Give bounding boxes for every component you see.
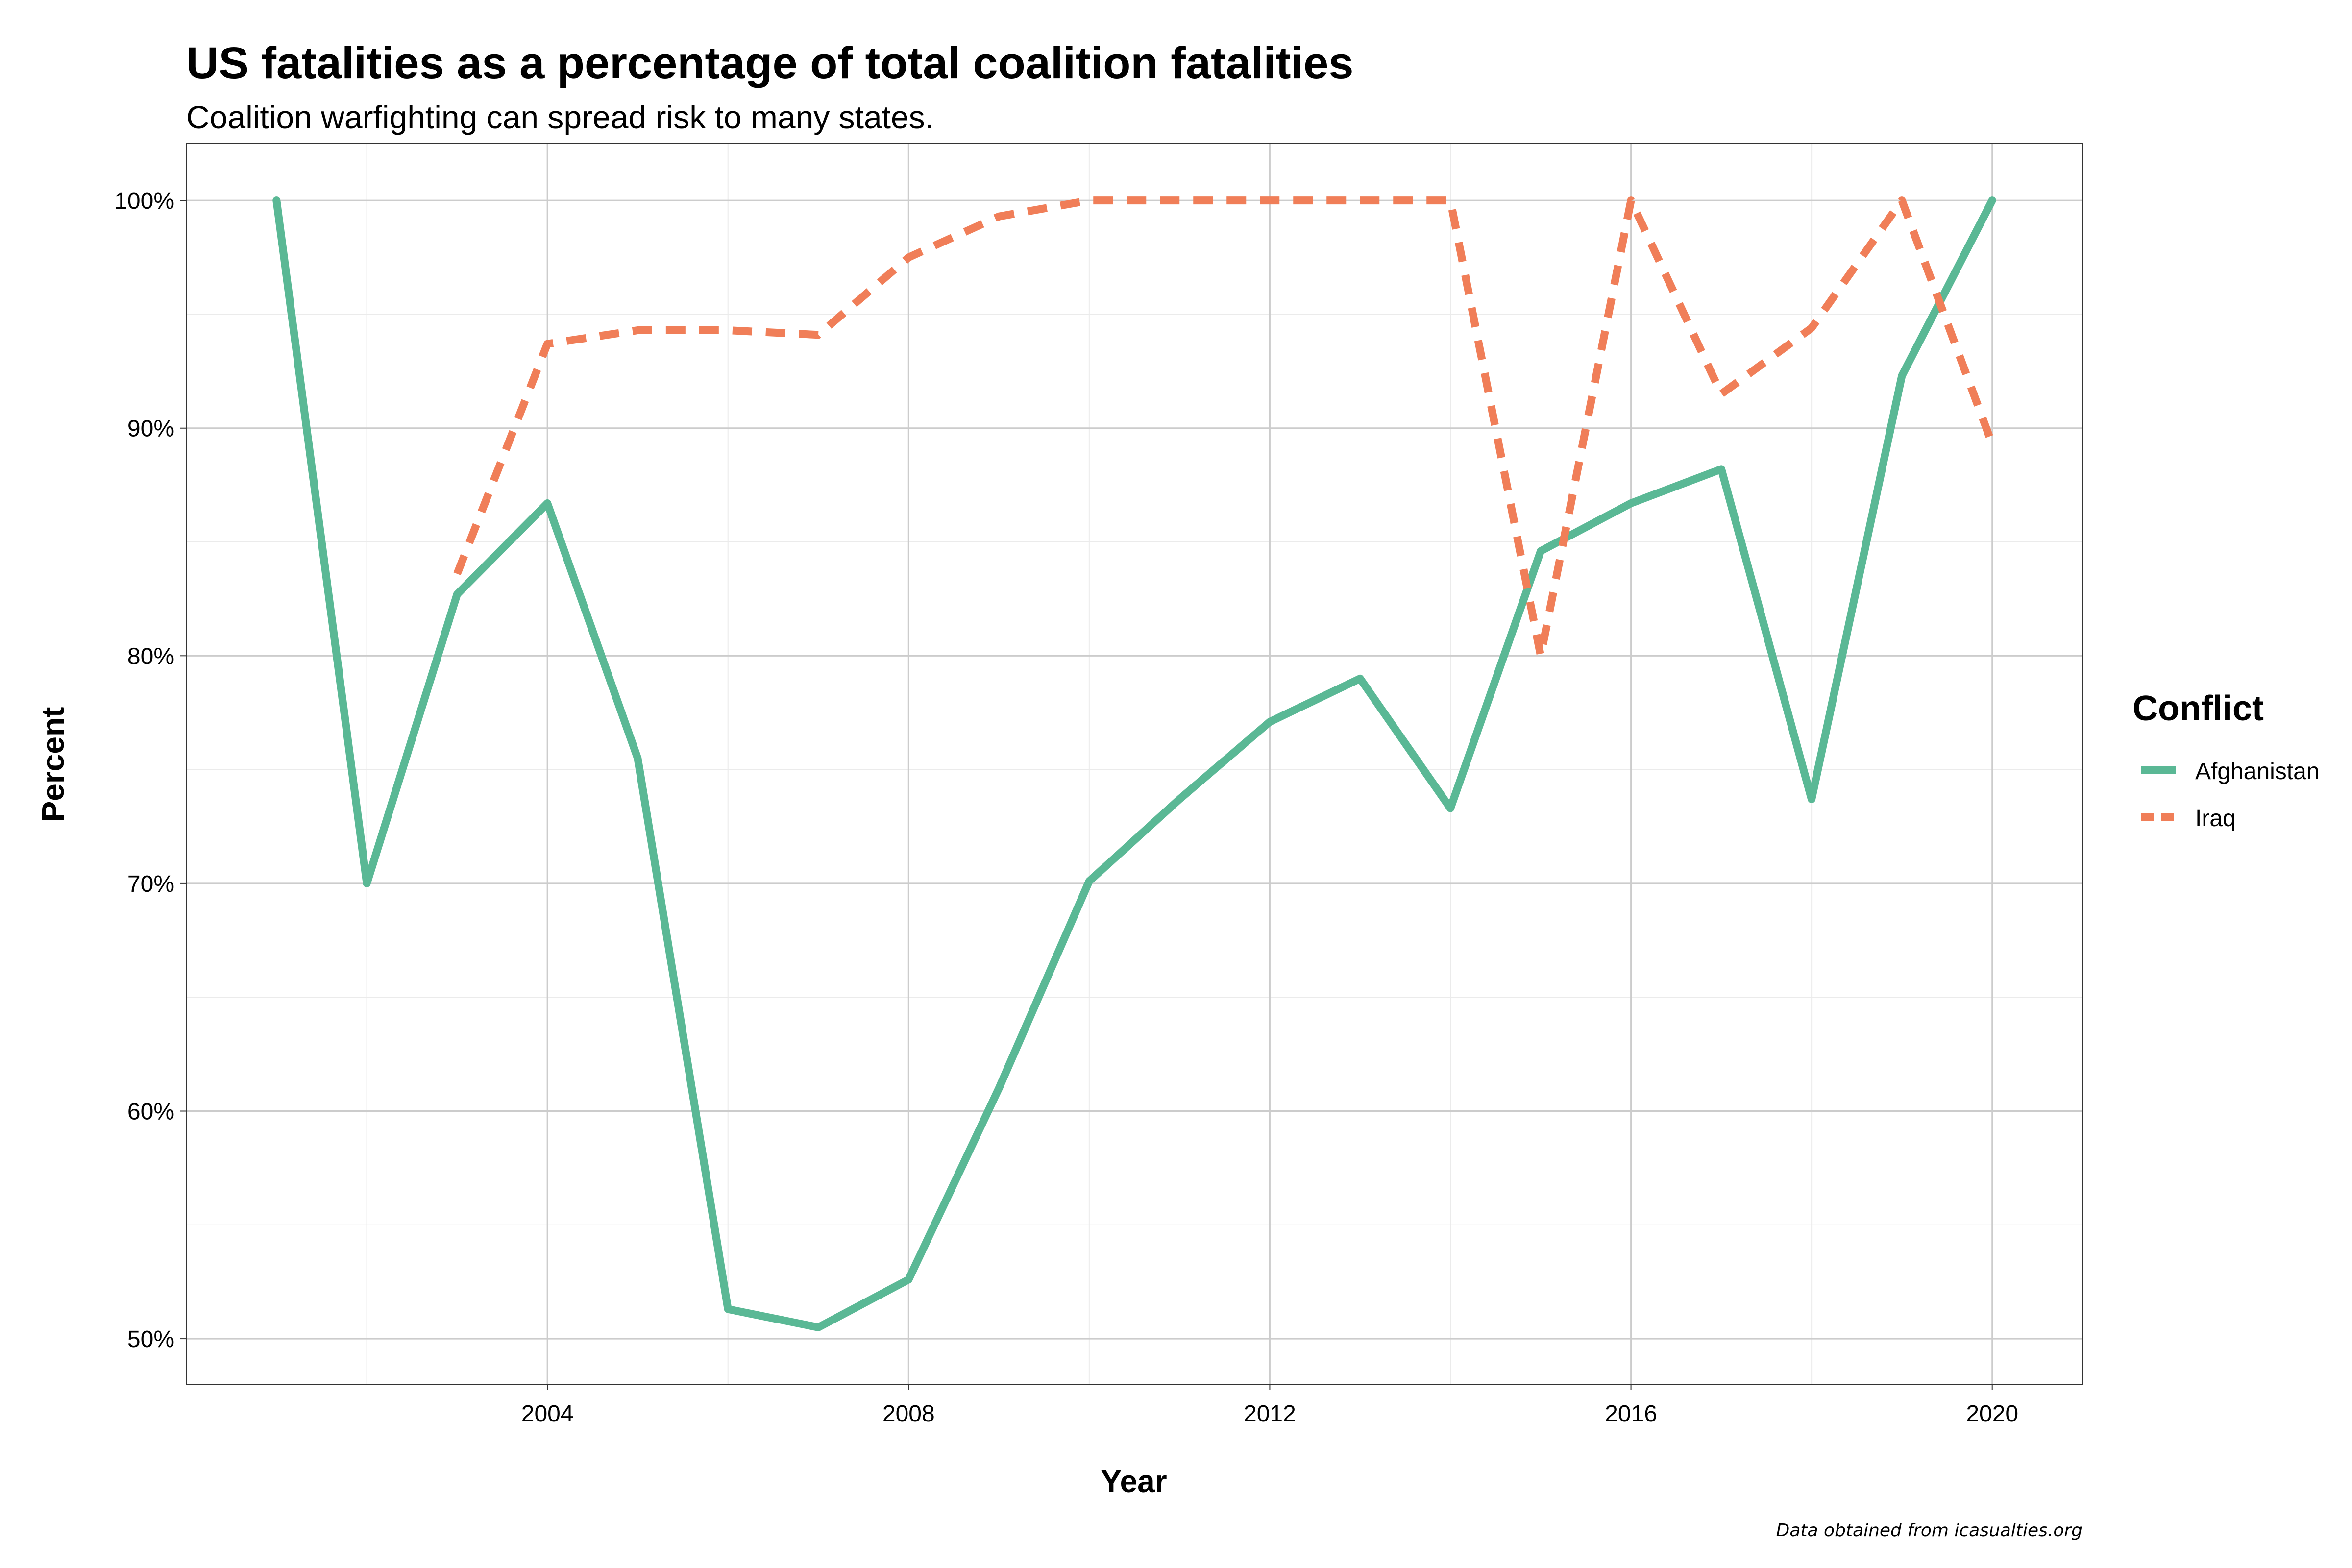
- y-tick-label: 60%: [127, 1099, 174, 1125]
- x-tick-label: 2008: [882, 1401, 935, 1427]
- x-tick-label: 2004: [521, 1401, 574, 1427]
- y-tick-label: 80%: [127, 643, 174, 669]
- series-lines: [272, 196, 1996, 1331]
- chart-title: US fatalities as a percentage of total c…: [186, 38, 1353, 88]
- chart-subtitle: Coalition warfighting can spread risk to…: [186, 99, 934, 135]
- x-tick-label: 2016: [1605, 1401, 1657, 1427]
- y-tick-label: 70%: [127, 871, 174, 897]
- plot-panel-border: [186, 143, 2083, 1385]
- y-tick-label: 100%: [114, 188, 174, 214]
- y-axis-ticks: 50% 60% 70% 80% 90% 100%: [114, 188, 186, 1352]
- legend-label-iraq: Iraq: [2195, 806, 2236, 832]
- source-caption: Data obtained from icasualties.org: [1776, 1520, 2082, 1541]
- y-axis-title: Percent: [35, 707, 71, 822]
- x-tick-label: 2020: [1966, 1401, 2018, 1427]
- series-line-iraq: [453, 196, 1996, 660]
- legend: Conflict Afghanistan Iraq: [2132, 689, 2320, 832]
- legend-label-afghanistan: Afghanistan: [2195, 759, 2320, 784]
- major-gridlines: [186, 144, 2082, 1384]
- x-axis-ticks: 2004 2008 2012 2016 2020: [521, 1384, 2018, 1427]
- x-axis-title: Year: [1101, 1464, 1167, 1499]
- legend-title: Conflict: [2132, 689, 2264, 728]
- series-line-afghanistan: [272, 196, 1996, 1331]
- x-tick-label: 2012: [1244, 1401, 1296, 1427]
- y-tick-label: 50%: [127, 1326, 174, 1352]
- minor-gridlines: [186, 144, 2082, 1384]
- y-tick-label: 90%: [127, 416, 174, 442]
